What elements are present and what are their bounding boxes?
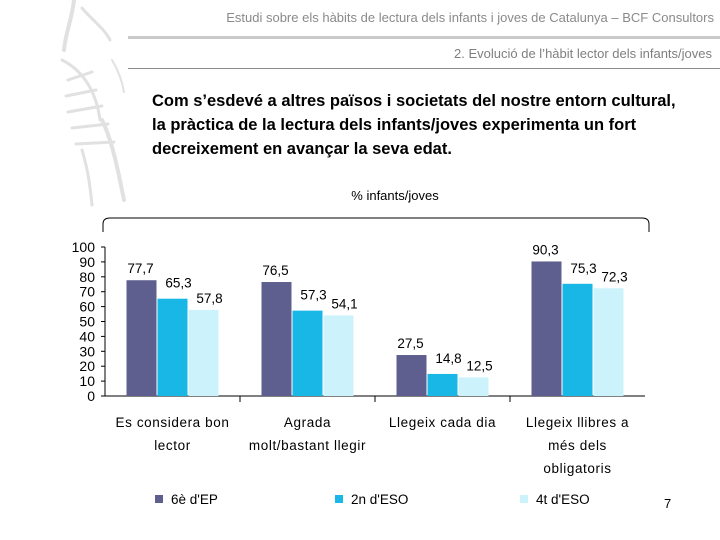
chart-bracket [102, 217, 650, 232]
y-tick-label: 80 [79, 269, 95, 285]
data-label: 57,8 [196, 291, 222, 306]
bar [427, 373, 458, 396]
category-label: Es considera bon [116, 415, 230, 430]
y-tick-label: 10 [79, 373, 95, 389]
y-tick-label: 50 [79, 314, 95, 330]
category-label: molt/bastant llegir [249, 438, 366, 453]
category-label: Llegeix llibres a [526, 415, 629, 430]
legend-swatch [335, 495, 343, 503]
y-tick-label: 100 [72, 239, 96, 255]
legend-swatch [155, 495, 163, 503]
bar [292, 310, 323, 396]
bar [396, 355, 427, 396]
data-label: 90,3 [532, 242, 558, 257]
category-label: lector [154, 438, 191, 453]
legend-label: 4t d'ESO [536, 492, 590, 507]
bar [261, 282, 292, 396]
category-label: Llegeix cada dia [389, 415, 496, 430]
bar [593, 288, 624, 396]
headline-text: Com s’esdevé a altres països i societats… [152, 92, 676, 158]
y-tick-label: 0 [87, 388, 95, 404]
category-labels: Es considera bon lector Agrada molt/bastant… [116, 396, 629, 476]
data-label: 65,3 [165, 276, 191, 291]
category-label: obligatoris [543, 461, 611, 476]
bars-group [126, 261, 624, 396]
data-label: 27,5 [397, 336, 423, 351]
legend: 6è d'EP 2n d'ESO 4t d'ESO [155, 492, 590, 507]
y-tick-label: 40 [79, 328, 95, 344]
bar [458, 377, 489, 396]
data-label: 77,7 [127, 261, 153, 276]
brand-logo [60, 0, 126, 207]
category-label: més dels [548, 438, 607, 453]
header-divider [128, 36, 720, 39]
y-tick-label: 70 [79, 284, 95, 300]
legend-label: 6è d'EP [171, 492, 218, 507]
data-label: 72,3 [601, 269, 627, 284]
bar [188, 309, 219, 396]
data-label: 14,8 [435, 351, 461, 366]
y-tick-label: 30 [79, 343, 95, 359]
y-tick-label: 60 [79, 299, 95, 315]
bar [126, 280, 157, 396]
data-labels: 77,7 65,3 57,8 76,5 57,3 54,1 27,5 14,8 12,5 90,3… [127, 242, 627, 373]
data-label: 12,5 [466, 358, 492, 373]
bar [157, 298, 188, 396]
legend-swatch [520, 495, 528, 503]
report-title: Estudi sobre els hàbits de lectura dels … [226, 10, 714, 25]
data-label: 54,1 [331, 296, 357, 311]
category-label: Agrada [284, 415, 331, 430]
bar [531, 261, 562, 396]
data-label: 76,5 [262, 263, 288, 278]
bar [562, 283, 593, 396]
section-title: 2. Evolució de l’hàbit lector dels infan… [454, 46, 712, 61]
data-label: 75,3 [570, 261, 596, 276]
chart-unit-label: % infants/joves [351, 188, 439, 203]
data-label: 57,3 [300, 288, 326, 303]
section-divider [128, 68, 720, 69]
y-tick-label: 90 [79, 254, 95, 270]
y-tick-label: 20 [79, 358, 95, 374]
legend-label: 2n d'ESO [351, 492, 408, 507]
bar [323, 315, 354, 396]
page-number: 7 [664, 496, 672, 511]
